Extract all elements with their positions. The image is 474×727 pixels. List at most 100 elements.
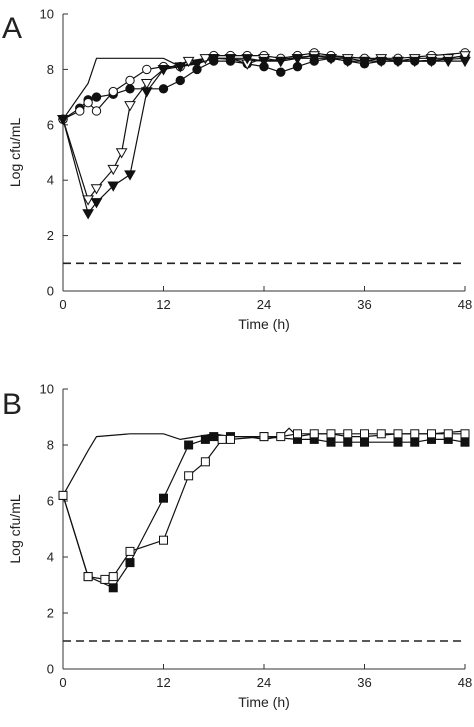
- data-point: [125, 558, 135, 568]
- data-point: [207, 54, 220, 65]
- data-point: [108, 572, 118, 582]
- data-point: [341, 56, 354, 68]
- y-axis-title: Log cfu/mL: [7, 118, 23, 187]
- data-point: [82, 195, 94, 206]
- x-tick-label: 24: [257, 297, 271, 312]
- y-tick-label: 10: [40, 382, 54, 397]
- data-point: [142, 64, 152, 75]
- data-point: [274, 56, 287, 68]
- x-tick-label: 0: [59, 297, 66, 312]
- data-point: [140, 87, 153, 98]
- data-point: [408, 56, 421, 68]
- data-point: [392, 56, 404, 68]
- y-tick-label: 2: [47, 606, 54, 621]
- data-point: [83, 572, 93, 582]
- data-point: [425, 56, 438, 68]
- data-point: [443, 429, 453, 439]
- data-point: [124, 170, 136, 181]
- data-point: [375, 56, 388, 68]
- data-point: [343, 429, 353, 439]
- y-tick-label: 0: [47, 662, 54, 677]
- data-point: [83, 97, 93, 108]
- data-point: [125, 75, 135, 86]
- data-point: [308, 54, 321, 65]
- y-tick-label: 4: [47, 173, 54, 188]
- data-point: [360, 437, 369, 447]
- x-tick-label: 48: [458, 297, 472, 312]
- data-point: [293, 429, 302, 439]
- data-point: [309, 429, 319, 439]
- x-axis-title: Time (h): [238, 316, 290, 332]
- data-point: [410, 429, 420, 439]
- data-point: [115, 148, 128, 159]
- data-point: [460, 437, 470, 447]
- data-point: [191, 59, 203, 70]
- series-square-open: [58, 429, 470, 584]
- data-point: [108, 583, 118, 593]
- data-point: [325, 54, 337, 65]
- data-point: [393, 429, 403, 439]
- y-tick-label: 0: [47, 284, 54, 299]
- data-point: [90, 198, 103, 209]
- data-point: [291, 54, 304, 65]
- data-point: [158, 84, 169, 94]
- data-point: [258, 56, 270, 68]
- y-tick-label: 6: [47, 494, 54, 509]
- data-point: [259, 432, 269, 442]
- data-point: [174, 62, 187, 73]
- y-axis-title: Log cfu/mL: [7, 494, 23, 563]
- data-point: [125, 84, 135, 94]
- x-tick-label: 12: [156, 297, 170, 312]
- x-tick-label: 36: [357, 297, 371, 312]
- data-point: [241, 54, 254, 65]
- data-point: [182, 56, 195, 68]
- data-point: [184, 471, 194, 481]
- data-point: [159, 493, 168, 503]
- data-point: [460, 429, 470, 439]
- series-line: [62, 433, 465, 581]
- data-point: [427, 429, 436, 439]
- data-point: [159, 535, 168, 545]
- data-point: [57, 115, 69, 126]
- data-point: [140, 79, 153, 90]
- data-point: [200, 434, 210, 444]
- data-point: [217, 434, 227, 444]
- data-point: [459, 51, 471, 62]
- data-point: [90, 184, 103, 195]
- data-point: [58, 490, 68, 500]
- data-point: [175, 75, 185, 86]
- data-point: [75, 106, 85, 116]
- y-tick-label: 8: [47, 438, 54, 453]
- data-point: [276, 67, 286, 77]
- data-point: [107, 164, 120, 176]
- data-point: [326, 437, 336, 447]
- data-point: [410, 437, 420, 447]
- data-point: [184, 440, 194, 450]
- series-line: [62, 57, 465, 215]
- data-point: [442, 56, 455, 68]
- data-point: [358, 56, 371, 68]
- data-point: [100, 574, 110, 584]
- x-tick-label: 12: [156, 675, 170, 690]
- data-point: [157, 65, 170, 76]
- y-tick-label: 8: [47, 62, 54, 77]
- data-point: [224, 54, 237, 65]
- data-point: [200, 457, 210, 467]
- x-tick-label: 48: [458, 675, 472, 690]
- data-point: [459, 56, 471, 68]
- data-point: [226, 434, 235, 444]
- data-point: [91, 92, 102, 102]
- x-axis-title: Time (h): [238, 694, 290, 710]
- x-tick-label: 36: [357, 675, 371, 690]
- data-point: [343, 437, 353, 447]
- data-point: [91, 106, 102, 116]
- y-tick-label: 4: [47, 550, 54, 565]
- data-point: [360, 429, 369, 439]
- y-tick-label: 6: [47, 117, 54, 132]
- data-point: [199, 54, 212, 65]
- x-tick-label: 0: [59, 675, 66, 690]
- data-point: [82, 209, 94, 220]
- panel-label: B: [2, 388, 22, 421]
